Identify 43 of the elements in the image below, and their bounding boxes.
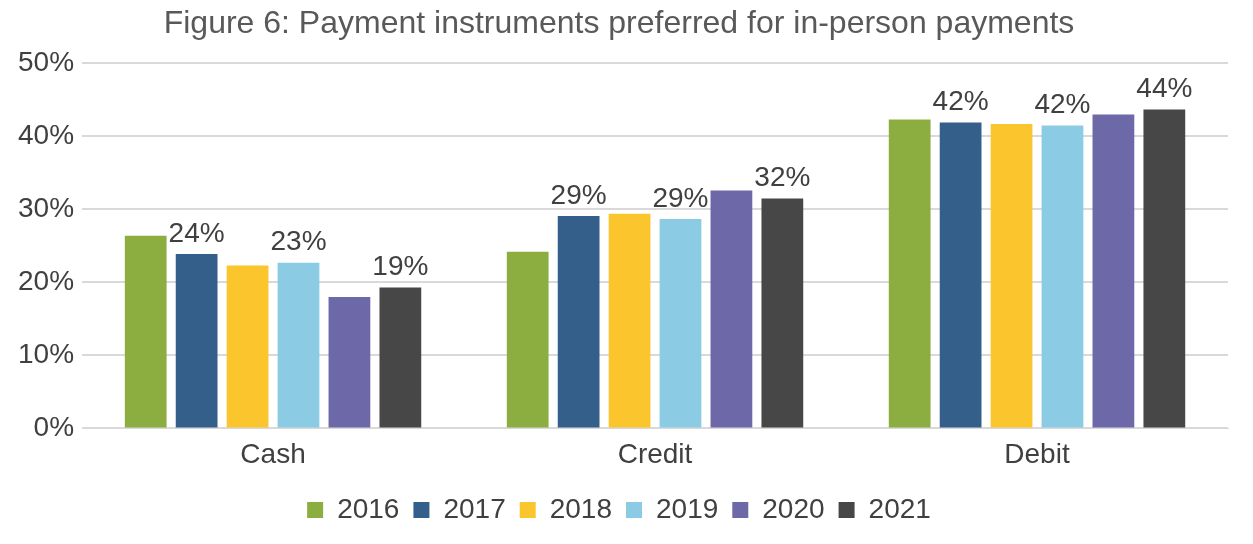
bar [659,218,702,428]
bar [226,265,269,428]
data-label: 23% [270,225,327,257]
data-label: 44% [1136,72,1193,104]
bar [506,251,549,428]
bar [557,215,600,428]
data-label: 19% [372,250,429,282]
bar [328,297,371,428]
bar [1041,125,1084,428]
data-label: 42% [932,85,989,117]
data-label: 24% [168,216,225,248]
y-tick-label: 0% [33,411,75,443]
y-tick-label: 10% [17,338,75,370]
bar [277,262,320,428]
y-tick-label: 20% [17,265,75,297]
x-tick-label: Credit [617,437,693,469]
bar [888,119,931,428]
data-label: 29% [550,178,607,210]
legend-label: 2017 [443,492,506,524]
chart-title: Figure 6: Payment instruments preferred for in-person payments [163,4,1075,41]
legend-label: 2019 [656,492,719,524]
bar [1092,114,1135,428]
bar [710,190,753,428]
data-label: 29% [652,181,709,213]
bar [761,198,804,428]
bar [939,122,982,428]
legend-label: 2018 [549,492,613,524]
x-tick-label: Cash [240,437,306,469]
legend-label: 2016 [337,492,400,524]
y-tick-label: 50% [17,46,75,78]
bar [175,253,218,428]
bar [1143,109,1186,428]
y-tick-label: 40% [17,119,75,151]
bar [124,235,167,428]
bar [608,213,651,428]
data-label: 42% [1034,88,1091,120]
data-label: 32% [754,161,811,193]
bar [379,287,422,428]
x-tick-label: Debit [1004,437,1070,469]
y-tick-label: 30% [17,192,75,224]
legend-label: 2020 [762,492,825,524]
bar [990,123,1033,428]
legend-label: 2021 [868,492,931,524]
